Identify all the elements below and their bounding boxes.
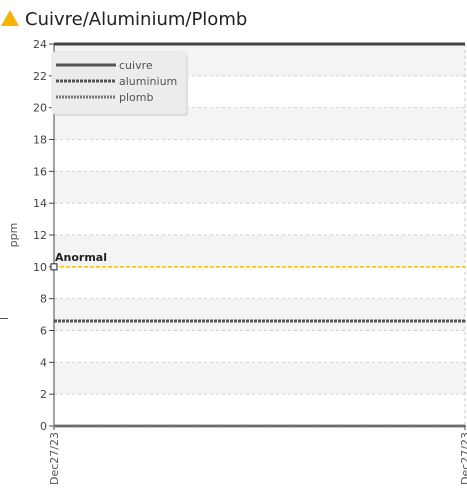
x-tick-label: Dec27/23	[48, 432, 61, 485]
series-lines	[53, 319, 466, 428]
left-edge-tick	[0, 318, 8, 319]
plot-band	[54, 298, 465, 331]
y-tick-label: 0	[40, 420, 47, 433]
y-tick-label: 14	[33, 197, 47, 210]
y-tick-label: 2	[40, 388, 47, 401]
data-point-aluminium	[53, 320, 55, 322]
y-tick-label: 24	[33, 38, 47, 51]
legend-label-cuivre: cuivre	[119, 59, 153, 72]
y-tick-label: 10	[33, 261, 47, 274]
chart-title-bar: Cuivre/Aluminium/Plomb	[0, 8, 467, 34]
y-tick-label: 12	[33, 229, 47, 242]
y-tick-label: 20	[33, 102, 47, 115]
x-tick-label: Dec27/23	[459, 432, 467, 485]
warning-triangle-icon	[1, 10, 19, 26]
data-point-plomb	[464, 425, 466, 427]
chart-title: Cuivre/Aluminium/Plomb	[25, 9, 248, 30]
axis-labels: ppm Dec27/23 Dec27/23	[7, 223, 467, 485]
y-tick-label: 8	[40, 293, 47, 306]
legend[interactable]: cuivre aluminium plomb	[51, 51, 188, 116]
data-point-aluminium	[464, 320, 466, 322]
threshold-marker	[50, 263, 58, 271]
y-tick-label: 18	[33, 134, 47, 147]
legend-label-aluminium: aluminium	[119, 75, 177, 88]
background-bands	[54, 44, 465, 395]
y-tick-label: 6	[40, 325, 47, 338]
threshold-label: Anormal	[55, 251, 107, 264]
threshold: Anormal	[50, 251, 465, 271]
data-point-plomb	[53, 425, 55, 427]
y-tick-label: 16	[33, 165, 47, 178]
legend-box	[51, 51, 187, 115]
plot-band	[54, 235, 465, 267]
y-axis-label: ppm	[7, 223, 20, 248]
y-tick-label: 4	[40, 356, 47, 369]
legend-label-plomb: plomb	[119, 91, 153, 104]
plot-band	[54, 171, 465, 204]
y-tick-label: 22	[33, 70, 47, 83]
plot-band	[54, 362, 465, 395]
